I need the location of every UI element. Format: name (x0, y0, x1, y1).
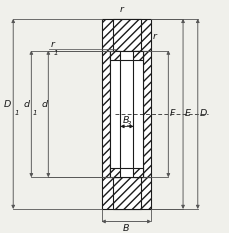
Bar (101, 51, 110, 177)
Text: F: F (169, 110, 175, 118)
Text: D: D (4, 100, 11, 109)
Text: 1: 1 (54, 50, 58, 56)
Text: 3: 3 (127, 121, 131, 127)
Bar (101, 177, 151, 209)
Bar (119, 60, 133, 168)
Bar (101, 19, 151, 51)
Bar (133, 168, 142, 177)
Bar (133, 51, 142, 60)
Bar (112, 177, 141, 209)
Bar (110, 168, 119, 177)
Bar (112, 177, 141, 209)
Text: B: B (123, 224, 129, 233)
Text: 1: 1 (32, 110, 37, 116)
Bar (101, 177, 151, 209)
Bar (110, 51, 142, 177)
Text: r: r (50, 40, 54, 49)
Bar (142, 51, 151, 177)
Text: B: B (122, 116, 128, 125)
Bar (133, 51, 142, 60)
Bar (101, 19, 151, 51)
Text: d: d (41, 100, 47, 109)
Bar (112, 51, 119, 177)
Bar (134, 51, 141, 177)
Bar (112, 19, 141, 51)
Bar (101, 51, 110, 177)
Bar (110, 51, 119, 60)
Bar (142, 51, 151, 177)
Bar (110, 51, 119, 60)
Bar (112, 51, 119, 177)
Text: r: r (120, 5, 123, 14)
Bar (134, 51, 141, 177)
Text: E: E (184, 110, 190, 118)
Text: 1: 1 (14, 110, 19, 116)
Text: d: d (23, 100, 29, 109)
Bar (133, 168, 142, 177)
Text: r: r (152, 32, 156, 41)
Text: D: D (199, 110, 206, 118)
Bar (112, 19, 141, 51)
Bar (110, 168, 119, 177)
